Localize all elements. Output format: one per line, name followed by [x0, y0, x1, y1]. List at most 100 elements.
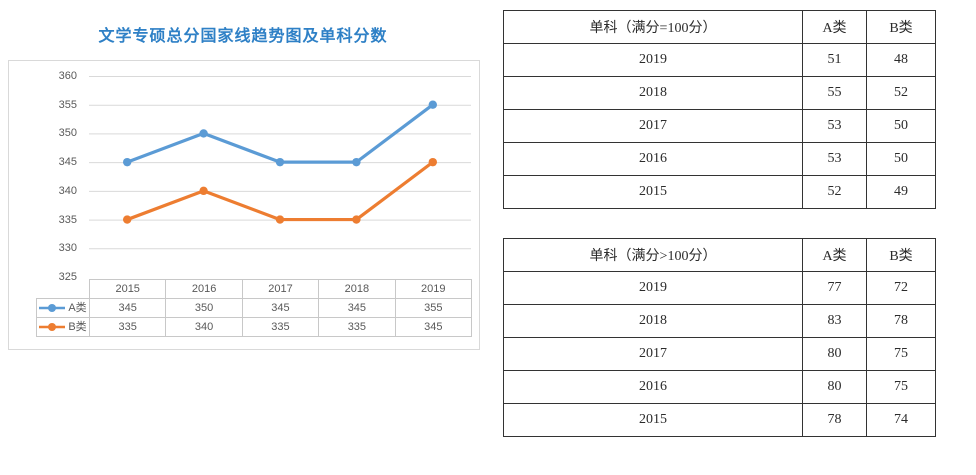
legend-cell: A类 [36, 298, 90, 318]
series-value-cell: 345 [241, 298, 320, 318]
score-cell: 80 [802, 337, 867, 371]
y-axis-tick-label: 355 [58, 98, 77, 111]
class-header-cell: A类 [802, 10, 867, 44]
year-cell: 2016 [503, 142, 803, 176]
y-axis-tick-label: 360 [58, 70, 77, 82]
class-header-cell: B类 [866, 238, 936, 272]
legend-key: B类 [38, 319, 89, 336]
chart-data-table: 2015 2016 2017 2018 2019 A类 345 350 345 345 355 B类 3… [36, 279, 472, 337]
y-axis-tick-label: 330 [58, 242, 77, 255]
data-point-A类 [352, 157, 361, 167]
legend-label: B类 [68, 321, 87, 333]
score-table-row: 2018 55 52 [503, 76, 936, 110]
score-table-row: 2017 53 50 [503, 109, 936, 143]
year-cell: 2017 [503, 109, 803, 143]
score-cell: 55 [802, 76, 867, 110]
series-value-cell: 345 [88, 298, 167, 318]
legend-key-icon [39, 304, 66, 312]
score-cell: 74 [866, 403, 936, 437]
score-cell: 78 [802, 403, 867, 437]
score-table-row: 2016 53 50 [503, 142, 936, 176]
legend-spacer-cell [37, 280, 90, 299]
chart-title: 文学专硕总分国家线趋势图及单科分数 [98, 28, 388, 45]
year-cell: 2015 [503, 175, 803, 209]
series-value-cell: 335 [88, 317, 167, 337]
year-header-cell: 2015 [88, 279, 167, 299]
year-header-cell: 2016 [165, 279, 243, 299]
year-cell: 2018 [503, 76, 803, 110]
score-table-row: 2016 80 75 [503, 370, 936, 404]
data-point-B类 [199, 186, 208, 196]
y-axis-tick-label: 350 [58, 127, 77, 140]
y-axis-tick-label: 340 [58, 184, 77, 197]
score-table-row: 2019 77 72 [503, 271, 936, 305]
chart-table-series-row: B类 335 340 335 335 345 [36, 317, 472, 337]
trend-chart: 360 355 350 345 340 335 330 325 2015 2016 2017 201… [8, 60, 480, 350]
class-header-cell: A类 [802, 238, 867, 272]
score-cell: 75 [866, 370, 936, 404]
year-header-cell: 2019 [394, 279, 472, 299]
data-point-B类 [428, 157, 437, 167]
series-value-cell: 355 [394, 298, 472, 318]
score-cell: 52 [802, 175, 867, 209]
series-value-cell: 345 [394, 317, 472, 337]
series-value-cell: 350 [165, 298, 243, 318]
score-cell: 77 [802, 271, 867, 305]
score-cell: 50 [866, 142, 936, 176]
single-subject-table-max100: 单科（满分=100分） A类 B类 2019 51 48 2018 55 52 2017 53 50 2… [503, 10, 936, 209]
legend-marker-icon [48, 304, 57, 312]
chart-table-header-row: 2015 2016 2017 2018 2019 [37, 279, 472, 299]
score-cell: 72 [866, 271, 936, 305]
score-cell: 78 [866, 304, 936, 338]
score-cell: 49 [866, 175, 936, 209]
score-cell: 50 [866, 109, 936, 143]
year-header-cell: 2017 [241, 279, 320, 299]
trend-chart-plot [89, 76, 471, 250]
class-header-cell: B类 [866, 10, 936, 44]
score-cell: 52 [866, 76, 936, 110]
legend-key: A类 [38, 300, 89, 317]
data-point-A类 [199, 129, 208, 138]
score-cell: 51 [802, 43, 867, 77]
year-cell: 2019 [503, 271, 803, 305]
score-table-row: 2019 51 48 [503, 43, 936, 77]
score-cell: 80 [802, 370, 867, 404]
score-table-row: 2017 80 75 [503, 337, 936, 371]
data-point-A类 [123, 157, 132, 167]
score-cell: 53 [802, 142, 867, 176]
y-axis-tick-label: 335 [58, 213, 77, 226]
year-cell: 2019 [503, 43, 803, 77]
subject-header-cell: 单科（满分>100分） [503, 238, 803, 272]
score-cell: 75 [866, 337, 936, 371]
year-header-cell: 2018 [318, 279, 396, 299]
score-table-row: 2018 83 78 [503, 304, 936, 338]
single-subject-table-over100: 单科（满分>100分） A类 B类 2019 77 72 2018 83 78 2017 80 75 2… [503, 238, 936, 437]
year-cell: 2018 [503, 304, 803, 338]
y-axis-tick-label: 345 [58, 156, 77, 169]
data-point-B类 [123, 215, 132, 224]
series-value-cell: 335 [241, 317, 320, 337]
y-axis-tick-label: 325 [58, 271, 77, 283]
series-value-cell: 335 [318, 317, 396, 337]
data-point-B类 [352, 215, 361, 224]
year-cell: 2017 [503, 337, 803, 371]
subject-header-cell: 单科（满分=100分） [503, 10, 803, 44]
series-value-cell: 345 [318, 298, 396, 318]
data-point-A类 [428, 100, 437, 109]
score-cell: 53 [802, 109, 867, 143]
data-point-A类 [275, 157, 285, 167]
chart-table-series-row: A类 345 350 345 345 355 [36, 298, 472, 318]
score-table-row: 2015 52 49 [503, 175, 936, 209]
legend-label: A类 [68, 302, 87, 314]
score-cell: 83 [802, 304, 867, 338]
score-table-header-row: 单科（满分>100分） A类 B类 [503, 238, 936, 272]
legend-key-icon [39, 323, 66, 331]
score-cell: 48 [866, 43, 936, 77]
data-point-B类 [275, 215, 285, 224]
score-table-row: 2015 78 74 [503, 403, 936, 437]
score-table-header-row: 单科（满分=100分） A类 B类 [503, 10, 936, 44]
year-cell: 2015 [503, 403, 803, 437]
legend-marker-icon [48, 323, 57, 331]
series-value-cell: 340 [165, 317, 243, 337]
